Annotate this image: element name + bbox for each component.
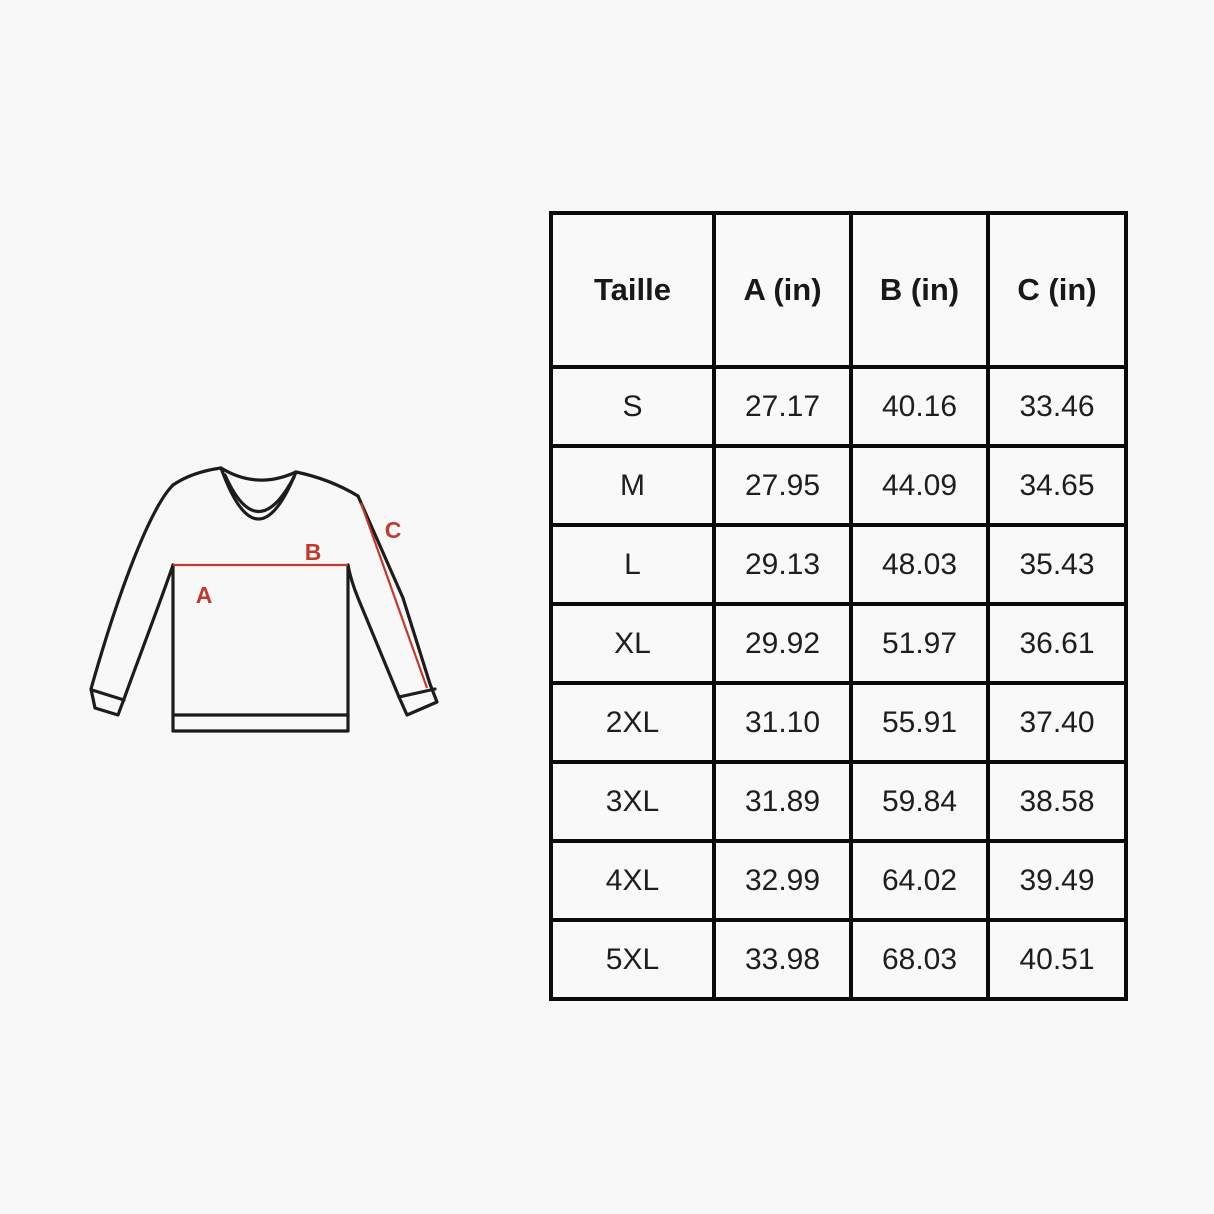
measurement-label-a: A bbox=[196, 582, 213, 608]
garment-right-sleeve bbox=[346, 494, 439, 717]
size-chart-table: Taille A (in) B (in) C (in) S 27.17 40.16 33.4… bbox=[549, 211, 1128, 1001]
measurement-label-c: C bbox=[385, 517, 402, 543]
column-header: C (in) bbox=[986, 211, 1128, 369]
measurement-cell: 31.89 bbox=[712, 760, 853, 843]
size-table-body: S 27.17 40.16 33.46 M 27.95 44.09 34.65 L 29.13 48… bbox=[549, 365, 1128, 1001]
size-cell: 2XL bbox=[549, 681, 716, 764]
garment-left-cuff-line bbox=[90, 688, 126, 702]
measurement-cell: 39.49 bbox=[986, 839, 1128, 922]
table-row: L 29.13 48.03 35.43 bbox=[549, 523, 1128, 606]
measurement-cell: 37.40 bbox=[986, 681, 1128, 764]
table-row: 3XL 31.89 59.84 38.58 bbox=[549, 760, 1128, 843]
table-row: 5XL 33.98 68.03 40.51 bbox=[549, 918, 1128, 1001]
measurement-cell: 27.95 bbox=[712, 444, 853, 527]
table-row: XL 29.92 51.97 36.61 bbox=[549, 602, 1128, 685]
table-row: 2XL 31.10 55.91 37.40 bbox=[549, 681, 1128, 764]
garment-right-shoulder bbox=[294, 470, 360, 498]
measurement-cell: 32.99 bbox=[712, 839, 853, 922]
size-cell: L bbox=[549, 523, 716, 606]
measurement-label-b: B bbox=[305, 539, 322, 565]
garment-collar-inner bbox=[223, 473, 296, 514]
measurement-cell: 64.02 bbox=[849, 839, 990, 922]
size-cell: XL bbox=[549, 602, 716, 685]
measurement-cell: 33.46 bbox=[986, 365, 1128, 448]
measurement-cell: 51.97 bbox=[849, 602, 990, 685]
garment-right-cuff-line bbox=[397, 687, 437, 699]
table-header-row: Taille A (in) B (in) C (in) bbox=[549, 211, 1128, 369]
measurement-cell: 35.43 bbox=[986, 523, 1128, 606]
garment-left-sleeve bbox=[89, 483, 175, 717]
measurement-cell: 29.13 bbox=[712, 523, 853, 606]
garment-body-outline bbox=[171, 563, 350, 733]
size-cell: M bbox=[549, 444, 716, 527]
measurement-cell: 40.51 bbox=[986, 918, 1128, 1001]
column-header: B (in) bbox=[849, 211, 990, 369]
measurement-cell: 34.65 bbox=[986, 444, 1128, 527]
measurement-line-sleeve bbox=[359, 502, 429, 689]
measurement-cell: 38.58 bbox=[986, 760, 1128, 843]
garment-left-shoulder bbox=[171, 466, 223, 487]
measurement-cell: 44.09 bbox=[849, 444, 990, 527]
column-header: A (in) bbox=[712, 211, 853, 369]
column-header: Taille bbox=[549, 211, 716, 369]
measurement-cell: 29.92 bbox=[712, 602, 853, 685]
measurement-cell: 33.98 bbox=[712, 918, 853, 1001]
size-cell: 4XL bbox=[549, 839, 716, 922]
table-row: S 27.17 40.16 33.46 bbox=[549, 365, 1128, 448]
table-row: 4XL 32.99 64.02 39.49 bbox=[549, 839, 1128, 922]
measurement-cell: 27.17 bbox=[712, 365, 853, 448]
size-cell: S bbox=[549, 365, 716, 448]
garment-collar-back bbox=[219, 466, 298, 482]
measurement-cell: 48.03 bbox=[849, 523, 990, 606]
size-cell: 5XL bbox=[549, 918, 716, 1001]
size-cell: 3XL bbox=[549, 760, 716, 843]
measurement-cell: 55.91 bbox=[849, 681, 990, 764]
measurement-cell: 36.61 bbox=[986, 602, 1128, 685]
measurement-cell: 68.03 bbox=[849, 918, 990, 1001]
measurement-cell: 40.16 bbox=[849, 365, 990, 448]
measurement-cell: 31.10 bbox=[712, 681, 853, 764]
table-row: M 27.95 44.09 34.65 bbox=[549, 444, 1128, 527]
measurement-cell: 59.84 bbox=[849, 760, 990, 843]
garment-diagram: A B C bbox=[89, 466, 439, 733]
